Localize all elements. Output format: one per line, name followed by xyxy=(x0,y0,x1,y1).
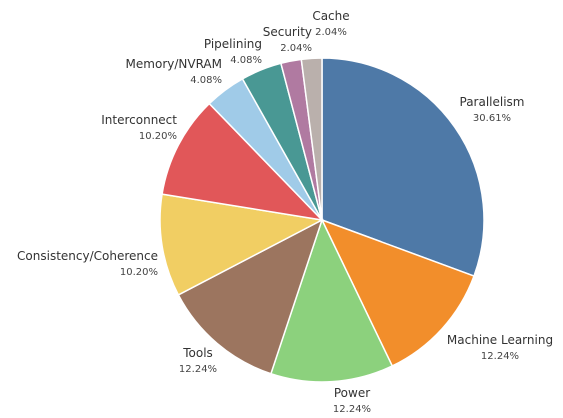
slice-label-cache: Cache xyxy=(312,9,349,23)
slice-percent-memory-nvram: 4.08% xyxy=(190,75,222,86)
slice-label-machine-learning: Machine Learning xyxy=(447,333,553,347)
slice-label-memory-nvram: Memory/NVRAM xyxy=(126,57,222,71)
slice-label-consistency-coherence: Consistency/Coherence xyxy=(17,249,158,263)
slice-percent-power: 12.24% xyxy=(333,404,371,415)
slice-label-tools: Tools xyxy=(182,346,213,360)
slice-label-interconnect: Interconnect xyxy=(101,113,177,127)
slice-label-pipelining: Pipelining xyxy=(204,37,262,51)
slice-percent-parallelism: 30.61% xyxy=(473,113,511,124)
pie-slice-machine-learning xyxy=(320,218,475,367)
slice-percent-tools: 12.24% xyxy=(179,364,217,375)
slice-percent-consistency-coherence: 10.20% xyxy=(120,267,158,278)
slice-percent-pipelining: 4.08% xyxy=(230,55,262,66)
slice-percent-cache: 2.04% xyxy=(315,27,347,38)
slice-label-parallelism: Parallelism xyxy=(460,95,525,109)
pie-labels: Parallelism 30.61% Machine Learning 12.24% P… xyxy=(17,9,553,415)
slice-percent-machine-learning: 12.24% xyxy=(481,351,519,362)
slice-label-power: Power xyxy=(334,386,370,400)
pie-slice-tools xyxy=(177,218,324,375)
pie-slice-interconnect xyxy=(161,102,325,222)
pie-slice-cache xyxy=(300,57,323,221)
pie-slice-consistency-coherence xyxy=(159,193,325,296)
pie-slices xyxy=(159,57,485,383)
slice-percent-security: 2.04% xyxy=(280,43,312,54)
slice-label-security: Security xyxy=(263,25,312,39)
pie-slice-power xyxy=(269,218,394,383)
pie-slice-parallelism xyxy=(321,57,485,277)
slice-percent-interconnect: 10.20% xyxy=(139,131,177,142)
